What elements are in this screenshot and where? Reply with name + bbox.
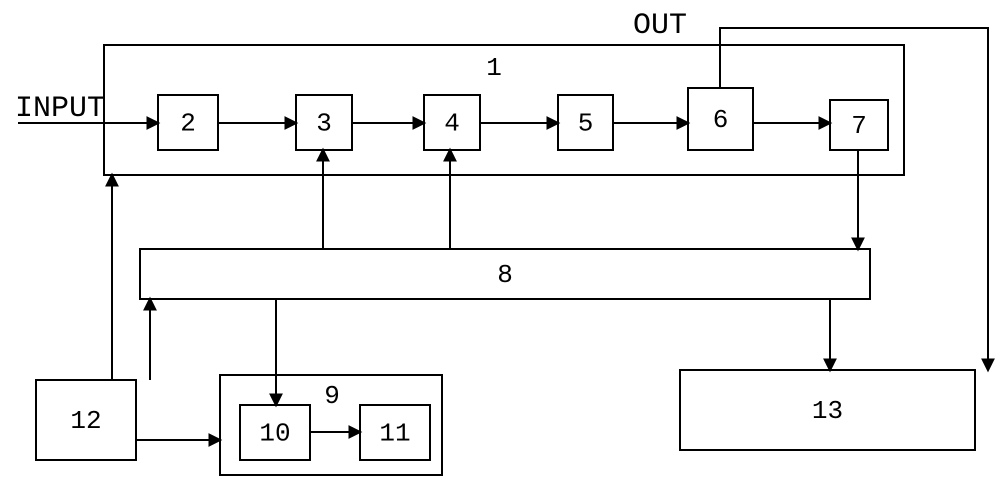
block-13-label: 13 bbox=[812, 396, 843, 426]
block-10-label: 10 bbox=[259, 418, 290, 448]
block-5-label: 5 bbox=[578, 108, 594, 138]
block-2-label: 2 bbox=[180, 108, 196, 138]
block-4-label: 4 bbox=[444, 108, 460, 138]
block-1-label: 1 bbox=[486, 53, 502, 83]
out-label: OUT bbox=[633, 9, 687, 43]
block-7-label: 7 bbox=[851, 111, 867, 141]
block-12-label: 12 bbox=[70, 406, 101, 436]
block-1 bbox=[104, 45, 904, 175]
block-9-label: 9 bbox=[324, 381, 340, 411]
block-8-label: 8 bbox=[497, 260, 513, 290]
input-label: INPUT bbox=[15, 92, 105, 126]
block-3-label: 3 bbox=[316, 108, 332, 138]
block-6-label: 6 bbox=[713, 105, 729, 135]
block-11-label: 11 bbox=[379, 418, 410, 448]
